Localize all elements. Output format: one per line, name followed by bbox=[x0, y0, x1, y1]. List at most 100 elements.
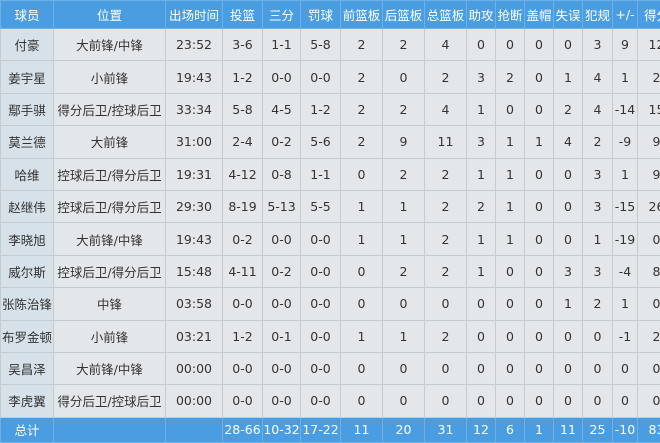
stat-cell: 0 bbox=[583, 385, 613, 417]
stat-cell: 0 bbox=[341, 352, 383, 384]
stat-cell: -9 bbox=[613, 126, 638, 158]
stat-cell: 0-2 bbox=[223, 223, 263, 255]
stat-cell: 1 bbox=[496, 223, 525, 255]
stat-cell: 0 bbox=[525, 93, 554, 125]
stat-cell: 0 bbox=[638, 223, 660, 255]
stat-cell: 0 bbox=[467, 29, 496, 61]
stat-cell: 控球后卫/得分后卫 bbox=[54, 158, 166, 190]
stat-cell: 1 bbox=[613, 288, 638, 320]
stat-cell: 4 bbox=[554, 126, 583, 158]
column-header[interactable]: 三分 bbox=[263, 1, 301, 29]
stat-cell: 0 bbox=[425, 352, 467, 384]
stat-cell: 2 bbox=[425, 320, 467, 352]
stat-cell: 2 bbox=[554, 93, 583, 125]
stat-cell: 2 bbox=[341, 61, 383, 93]
stat-cell: 控球后卫/得分后卫 bbox=[54, 190, 166, 222]
player-name[interactable]: 姜宇星 bbox=[1, 61, 54, 93]
stat-cell: 2 bbox=[383, 29, 425, 61]
column-header[interactable]: 后篮板 bbox=[383, 1, 425, 29]
stat-cell: 0-0 bbox=[223, 288, 263, 320]
player-name[interactable]: 威尔斯 bbox=[1, 255, 54, 287]
stat-cell: 9 bbox=[383, 126, 425, 158]
stat-cell: 0 bbox=[341, 385, 383, 417]
column-header[interactable]: 投篮 bbox=[223, 1, 263, 29]
column-header[interactable]: 总篮板 bbox=[425, 1, 467, 29]
stat-cell: 3 bbox=[554, 255, 583, 287]
stat-cell: 00:00 bbox=[166, 385, 223, 417]
player-name[interactable]: 莫兰德 bbox=[1, 126, 54, 158]
stat-cell: 大前锋 bbox=[54, 126, 166, 158]
stat-cell: 29:30 bbox=[166, 190, 223, 222]
total-cell: 12 bbox=[467, 417, 496, 442]
stat-cell: -4 bbox=[613, 255, 638, 287]
stat-cell: 1 bbox=[467, 93, 496, 125]
player-name[interactable]: 付豪 bbox=[1, 29, 54, 61]
stat-cell: 0-0 bbox=[263, 352, 301, 384]
stat-cell: 2 bbox=[583, 288, 613, 320]
player-name[interactable]: 李晓旭 bbox=[1, 223, 54, 255]
total-cell: 28-66 bbox=[223, 417, 263, 442]
column-header[interactable]: 得分 bbox=[638, 1, 660, 29]
column-header[interactable]: 球员 bbox=[1, 1, 54, 29]
column-header[interactable]: 罚球 bbox=[301, 1, 341, 29]
stat-cell: 3 bbox=[467, 126, 496, 158]
stat-cell: 0 bbox=[496, 320, 525, 352]
stat-cell: 9 bbox=[638, 158, 660, 190]
player-name[interactable]: 吴昌泽 bbox=[1, 352, 54, 384]
column-header[interactable]: 盖帽 bbox=[525, 1, 554, 29]
column-header[interactable]: 抢断 bbox=[496, 1, 525, 29]
total-cell: 11 bbox=[554, 417, 583, 442]
stat-cell: 5-5 bbox=[301, 190, 341, 222]
player-name[interactable]: 赵继伟 bbox=[1, 190, 54, 222]
stat-cell: -14 bbox=[613, 93, 638, 125]
column-header[interactable]: 助攻 bbox=[467, 1, 496, 29]
stat-cell: 15 bbox=[638, 93, 660, 125]
stat-cell: 8-19 bbox=[223, 190, 263, 222]
stat-cell: 2 bbox=[383, 93, 425, 125]
stat-cell: 1 bbox=[496, 126, 525, 158]
column-header[interactable]: 失误 bbox=[554, 1, 583, 29]
stat-cell: 12 bbox=[638, 29, 660, 61]
stat-cell: 2 bbox=[383, 158, 425, 190]
total-cell: 25 bbox=[583, 417, 613, 442]
stat-cell: 31:00 bbox=[166, 126, 223, 158]
player-name[interactable]: 李虎翼 bbox=[1, 385, 54, 417]
stat-cell: 00:00 bbox=[166, 352, 223, 384]
stat-cell: 控球后卫/得分后卫 bbox=[54, 255, 166, 287]
player-name[interactable]: 张陈治锋 bbox=[1, 288, 54, 320]
stat-cell: 0 bbox=[554, 223, 583, 255]
stat-cell: 1 bbox=[341, 223, 383, 255]
total-cell bbox=[166, 417, 223, 442]
stat-cell: 1 bbox=[496, 158, 525, 190]
stat-cell: 2 bbox=[638, 61, 660, 93]
stat-cell: 2 bbox=[341, 126, 383, 158]
player-name[interactable]: 鄢手骐 bbox=[1, 93, 54, 125]
player-name[interactable]: 布罗金顿 bbox=[1, 320, 54, 352]
stat-cell: 2 bbox=[425, 190, 467, 222]
column-header[interactable]: 位置 bbox=[54, 1, 166, 29]
stat-cell: 0-0 bbox=[301, 352, 341, 384]
stat-cell: 0 bbox=[383, 352, 425, 384]
stat-cell: 小前锋 bbox=[54, 320, 166, 352]
stat-cell: -1 bbox=[613, 320, 638, 352]
column-header[interactable]: +/- bbox=[613, 1, 638, 29]
stat-cell: 2 bbox=[341, 93, 383, 125]
stat-cell: 1-2 bbox=[223, 61, 263, 93]
stat-cell: 1 bbox=[613, 158, 638, 190]
column-header[interactable]: 犯规 bbox=[583, 1, 613, 29]
stat-cell: 2 bbox=[425, 223, 467, 255]
stat-cell: 0 bbox=[638, 385, 660, 417]
stat-cell: 5-13 bbox=[263, 190, 301, 222]
column-header[interactable]: 出场时间 bbox=[166, 1, 223, 29]
column-header[interactable]: 前篮板 bbox=[341, 1, 383, 29]
stat-cell: 0-1 bbox=[263, 320, 301, 352]
player-name[interactable]: 哈维 bbox=[1, 158, 54, 190]
stat-cell: 1 bbox=[383, 320, 425, 352]
stat-cell: -19 bbox=[613, 223, 638, 255]
